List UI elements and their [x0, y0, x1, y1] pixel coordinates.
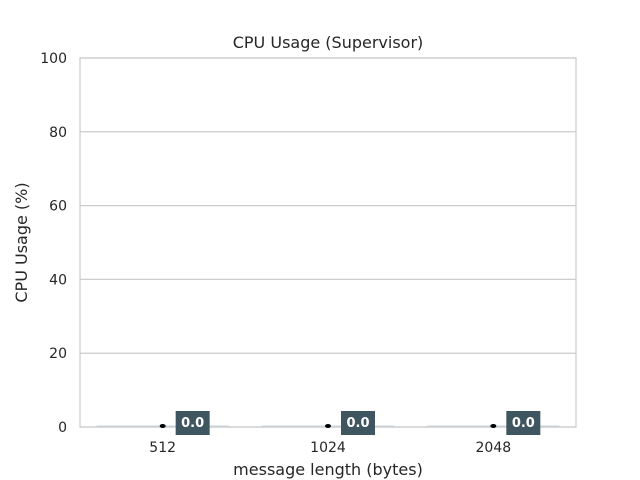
data-label-box — [175, 411, 210, 435]
x-tick-label: 512 — [149, 440, 176, 456]
data-labels: 0.0 0.0 0.0 — [175, 411, 541, 435]
error-bar-marker — [490, 424, 497, 428]
data-label-text: 0.0 — [181, 416, 204, 431]
data-label-box — [341, 411, 375, 435]
x-tick-label: 1024 — [310, 440, 346, 456]
y-tick-labels: 0 20 40 60 80 100 — [40, 51, 67, 436]
y-tick-label: 100 — [40, 51, 67, 67]
error-bar-marker — [325, 424, 331, 428]
y-tick-label: 0 — [58, 420, 67, 436]
y-tick-label: 80 — [49, 125, 67, 141]
bars — [96, 424, 560, 428]
data-label: 0.0 — [341, 411, 375, 435]
data-label-text: 0.0 — [512, 416, 535, 431]
chart-title: CPU Usage (Supervisor) — [233, 33, 424, 52]
y-axis-title: CPU Usage (%) — [12, 182, 31, 302]
x-axis-title: message length (bytes) — [233, 460, 423, 479]
y-tick-label: 20 — [49, 346, 67, 362]
error-bar-marker — [159, 424, 166, 428]
x-tick-labels: 512 1024 2048 — [149, 440, 511, 456]
data-label: 0.0 — [506, 411, 541, 435]
y-tick-label: 40 — [49, 272, 67, 288]
plot-frame — [79, 57, 577, 428]
grid-lines — [80, 57, 576, 428]
y-tick-label: 60 — [49, 199, 67, 215]
data-label-box — [506, 411, 541, 435]
data-label-text: 0.0 — [346, 416, 369, 431]
x-tick-label: 2048 — [476, 440, 512, 456]
data-label: 0.0 — [175, 411, 210, 435]
